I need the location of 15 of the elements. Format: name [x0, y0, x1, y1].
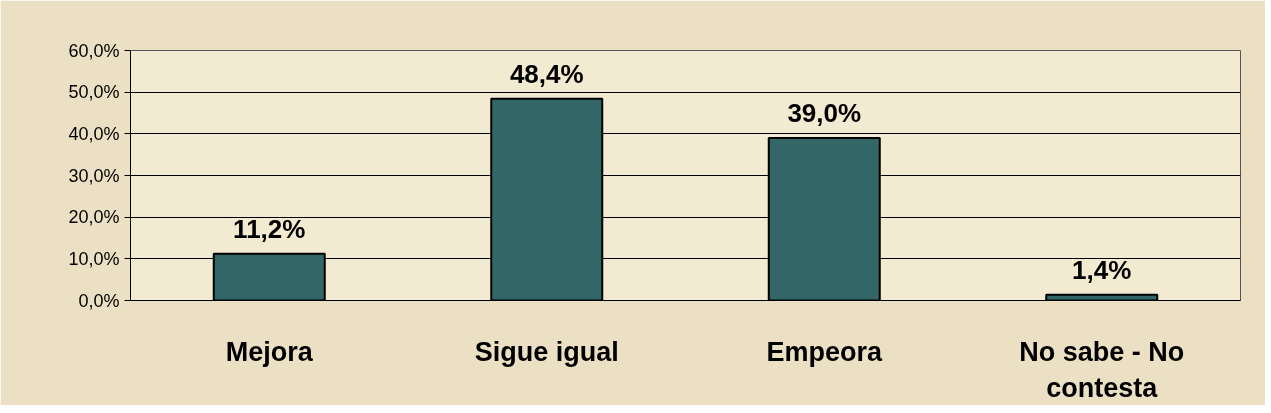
data-label: 48,4% — [509, 58, 584, 89]
y-tick-label: 0,0% — [78, 290, 120, 311]
data-label: 11,2% — [233, 213, 306, 244]
y-tick-label: 10,0% — [68, 248, 120, 269]
y-tick-label: 20,0% — [68, 207, 120, 228]
data-label: 39,0% — [787, 98, 862, 128]
data-label: 1,4% — [1072, 254, 1132, 285]
x-tick-label: Empeora — [766, 336, 883, 367]
x-tick-label: Sigue igual — [474, 336, 619, 367]
y-tick-label: 30,0% — [68, 165, 120, 186]
x-tick-label: No sabe - No contesta — [1019, 336, 1185, 403]
y-tick-label: 40,0% — [68, 123, 120, 144]
y-tick-label: 50,0% — [68, 82, 120, 103]
x-tick-label: Mejora — [225, 336, 314, 367]
y-tick-label: 60,0% — [68, 40, 120, 61]
